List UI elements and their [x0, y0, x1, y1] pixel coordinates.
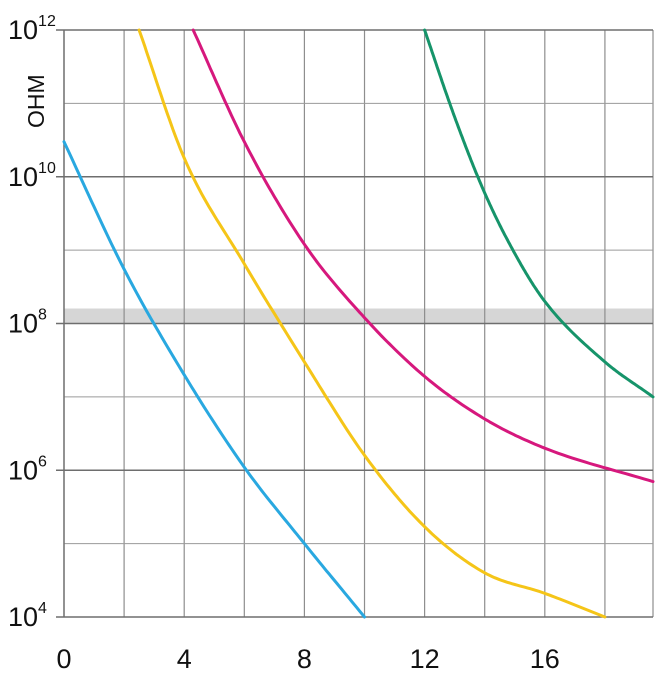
y-tick-label: 108	[8, 307, 47, 339]
series-line-2	[137, 28, 607, 619]
y-tick-exponent: 4	[38, 600, 47, 617]
y-tick-exponent: 8	[38, 307, 47, 324]
y-tick-exponent: 12	[38, 13, 56, 30]
y-axis-label: OHM	[23, 74, 49, 128]
y-tick-base: 10	[8, 15, 38, 45]
x-axis-ticks: 0 4 8 12 16	[56, 644, 559, 674]
y-tick-base: 10	[8, 309, 38, 339]
series-line-4	[423, 28, 655, 399]
highlight-band-layer	[64, 308, 653, 324]
y-tick-exponent: 10	[38, 160, 56, 177]
y-tick-base: 10	[8, 162, 38, 192]
x-tick-label: 0	[56, 644, 71, 674]
highlight-band	[64, 308, 653, 324]
series-layer	[62, 28, 655, 619]
series-line-3	[191, 28, 655, 484]
y-tick-label: 1010	[8, 160, 56, 192]
y-tick-label: 104	[8, 600, 47, 632]
y-tick-exponent: 6	[38, 453, 47, 470]
y-tick-base: 10	[8, 455, 38, 485]
x-tick-label: 8	[297, 644, 312, 674]
y-tick-label: 1012	[8, 13, 56, 45]
series-line-1	[62, 140, 366, 619]
y-tick-label: 106	[8, 453, 47, 485]
x-tick-label: 16	[530, 644, 560, 674]
grid-layer	[56, 29, 654, 618]
y-tick-base: 10	[8, 602, 38, 632]
x-tick-label: 4	[177, 644, 192, 674]
x-tick-label: 12	[410, 644, 440, 674]
